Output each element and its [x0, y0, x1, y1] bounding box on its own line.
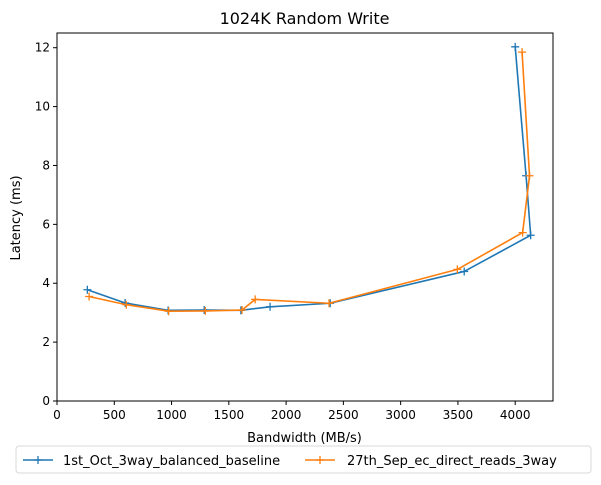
x-tick-label: 1000 — [156, 408, 187, 422]
y-tick-label: 6 — [42, 217, 50, 231]
x-axis-label: Bandwidth (MB/s) — [247, 431, 362, 446]
data-point-marker — [237, 306, 246, 315]
data-point-marker — [266, 302, 275, 311]
legend-label: 1st_Oct_3way_balanced_baseline — [63, 454, 280, 469]
data-point-marker — [325, 299, 334, 308]
y-tick-label: 8 — [42, 158, 50, 172]
data-point-marker — [453, 265, 462, 274]
legend-box — [15, 445, 592, 474]
data-point-marker — [525, 171, 534, 180]
data-point-marker — [122, 300, 131, 309]
x-tick-label: 2000 — [271, 408, 302, 422]
y-tick-label: 12 — [35, 41, 50, 55]
axis-layer: 0 500 1000 1500 2000 2500 3000 3500 4000 0 2 4 6 8 10 1… — [35, 41, 531, 422]
x-tick-label: 500 — [103, 408, 126, 422]
chart-title: 1024K Random Write — [220, 9, 390, 28]
data-point-marker — [251, 295, 260, 304]
y-tick-label: 2 — [42, 335, 50, 349]
plot-area — [56, 32, 554, 402]
y-tick-label: 0 — [42, 394, 50, 408]
legend-label: 27th_Sep_ec_direct_reads_3way — [347, 454, 557, 469]
data-point-marker — [460, 267, 469, 276]
x-tick-label: 2500 — [328, 408, 359, 422]
x-tick-label: 3500 — [443, 408, 474, 422]
legend: 1st_Oct_3way_balanced_baseline 27th_Sep_e… — [15, 445, 592, 474]
data-point-marker — [121, 298, 130, 307]
series-layer — [83, 42, 535, 316]
x-tick-label: 3000 — [385, 408, 416, 422]
x-tick-label: 0 — [53, 408, 61, 422]
data-point-marker — [85, 292, 94, 301]
x-tick-label: 1500 — [214, 408, 245, 422]
plot-frame — [56, 32, 554, 402]
data-point-marker — [518, 228, 527, 237]
data-point-marker — [511, 42, 520, 51]
legend-item-2: 27th_Sep_ec_direct_reads_3way — [305, 454, 557, 469]
legend-item-1: 1st_Oct_3way_balanced_baseline — [23, 454, 280, 469]
data-point-marker — [526, 231, 535, 240]
y-tick-label: 4 — [42, 276, 50, 290]
data-point-marker — [518, 48, 527, 57]
legend-marker — [34, 456, 42, 464]
series-1 — [83, 42, 535, 315]
data-point-marker — [201, 306, 210, 315]
legend-marker — [316, 456, 324, 464]
data-point-marker — [83, 285, 92, 294]
x-tick-label: 4000 — [500, 408, 531, 422]
data-point-marker — [164, 307, 173, 316]
y-axis-label: Latency (ms) — [9, 175, 24, 260]
data-point-marker — [200, 306, 209, 315]
y-tick-label: 10 — [35, 100, 50, 114]
series-2 — [85, 48, 534, 316]
